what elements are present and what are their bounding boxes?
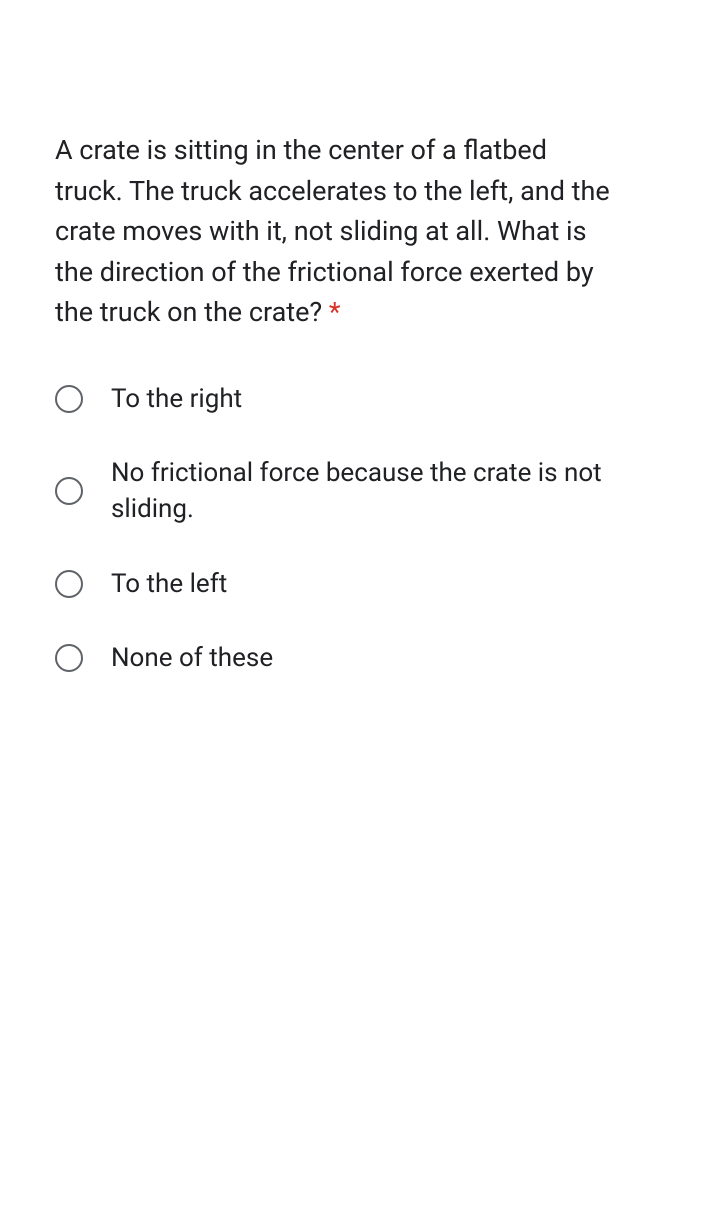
option-label: No frictional force because the crate is…: [111, 455, 680, 528]
radio-option-3[interactable]: To the left: [55, 566, 680, 602]
options-container: To the right No frictional force because…: [55, 381, 680, 677]
radio-option-4[interactable]: None of these: [55, 640, 680, 676]
radio-icon: [55, 477, 83, 505]
question-text: A crate is sitting in the center of a fl…: [55, 130, 615, 333]
option-label: None of these: [111, 640, 273, 676]
option-label: To the left: [111, 566, 227, 602]
option-label: To the right: [111, 381, 242, 417]
radio-icon: [55, 385, 83, 413]
question-card: A crate is sitting in the center of a fl…: [0, 90, 720, 754]
radio-icon: [55, 644, 83, 672]
required-asterisk: *: [329, 296, 341, 328]
radio-icon: [55, 570, 83, 598]
radio-option-2[interactable]: No frictional force because the crate is…: [55, 455, 680, 528]
radio-option-1[interactable]: To the right: [55, 381, 680, 417]
